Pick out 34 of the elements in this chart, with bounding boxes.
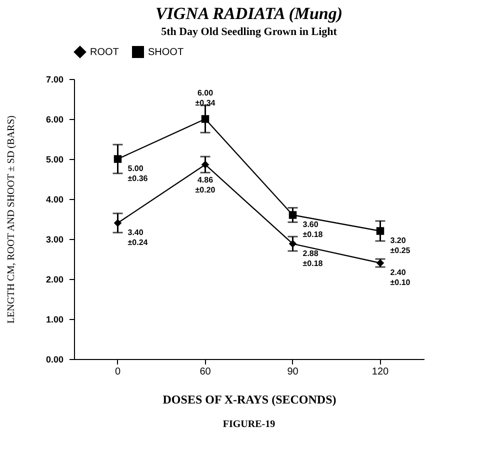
data-label: 3.20 ±0.25 — [390, 236, 411, 255]
data-label: 4.86 ±0.20 — [195, 176, 216, 195]
point — [114, 219, 122, 227]
y-tick-label: 2.00 — [46, 274, 64, 284]
data-label: 5.00 ±0.36 — [128, 164, 148, 183]
point — [288, 211, 297, 219]
legend-label: ROOT — [90, 47, 119, 58]
y-tick-label: 3.00 — [46, 234, 64, 244]
x-tick-label: 0 — [114, 366, 121, 378]
y-tick-label: 7.00 — [46, 74, 64, 84]
x-tick-label: 90 — [287, 366, 299, 378]
data-label: 3.60 ±0.18 — [302, 220, 324, 239]
chart-subtitle: 5th Day Old Seedling Grown in Light — [161, 26, 338, 38]
data-label: 3.40 ±0.24 — [128, 228, 148, 247]
y-tick-label: 5.00 — [46, 154, 64, 164]
point — [201, 160, 210, 168]
y-tick-label: 0.00 — [46, 354, 64, 364]
point — [201, 115, 210, 123]
point — [114, 155, 122, 163]
y-axis-title: LENGTH CM, ROOT AND SHOOT ± SD (BARS) — [6, 116, 17, 324]
x-tick-label: 120 — [372, 366, 390, 378]
x-axis-title: DOSES OF X-RAYS (SECONDS) — [162, 392, 336, 406]
y-tick-label: 6.00 — [46, 114, 64, 124]
data-label: 2.88 ±0.18 — [302, 248, 324, 268]
point — [288, 240, 297, 248]
data-label: 2.40 ±0.10 — [390, 268, 411, 287]
point — [376, 227, 384, 235]
data-label: 6.00 ±0.34 — [195, 88, 216, 108]
text: FIGURE-19 — [222, 419, 276, 430]
y-tick-label: 4.00 — [46, 194, 64, 204]
chart-title: VIGNA RADIATA (Mung) — [155, 4, 343, 23]
legend-label: SHOOT — [148, 47, 184, 58]
y-tick-label: 1.00 — [46, 314, 64, 324]
x-tick-label: 60 — [200, 366, 212, 378]
